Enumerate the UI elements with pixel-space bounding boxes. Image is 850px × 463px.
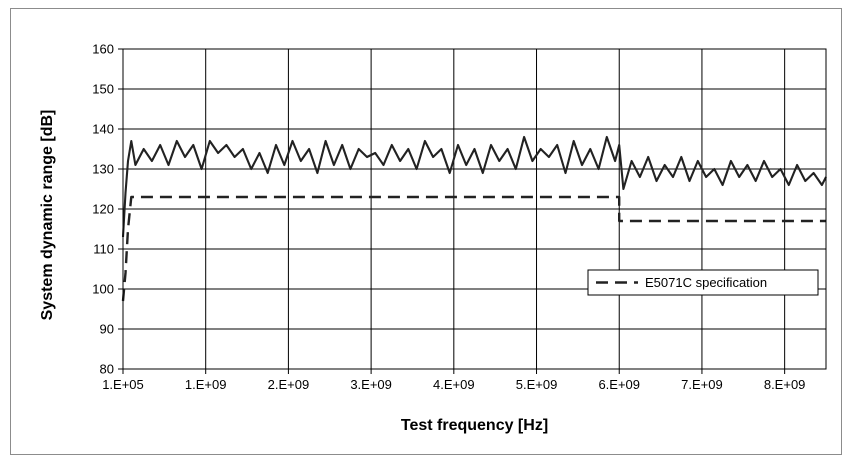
y-tick-label: 150 [92,82,114,97]
y-tick-label: 80 [100,362,114,377]
x-tick-label: 5.E+09 [516,377,558,392]
series-lines [121,135,827,302]
y-tick-label: 120 [92,202,114,217]
series-line-specification [121,195,826,302]
legend: E5071C specification [587,269,819,296]
grid-lines [123,49,826,369]
x-axis-ticks: 1.E+05 1.E+09 2.E+09 3.E+09 4.E+09 5.E+09 6.E+… [102,369,805,392]
y-tick-label: 140 [92,122,114,137]
x-tick-label: 3.E+09 [350,377,392,392]
y-tick-label: 90 [100,322,114,337]
x-tick-label: 2.E+09 [268,377,310,392]
y-tick-label: 160 [92,42,114,57]
y-axis-ticks: 80 90 100 110 120 130 140 150 160 [92,42,123,377]
x-tick-label: 8.E+09 [764,377,806,392]
y-tick-label: 110 [93,242,114,257]
chart-frame [10,8,842,455]
plot-area-border [122,48,827,370]
y-tick-label: 130 [92,162,114,177]
x-tick-label: 4.E+09 [433,377,475,392]
legend-label-spec: E5071C specification [645,275,767,290]
x-tick-label: 1.E+05 [102,377,144,392]
series-line-measured [121,135,827,238]
x-tick-label: 6.E+09 [598,377,640,392]
y-axis-title: System dynamic range [dB] [39,110,56,321]
x-tick-label: 7.E+09 [681,377,723,392]
x-tick-label: 1.E+09 [185,377,227,392]
x-axis-title: Test frequency [Hz] [401,417,548,434]
y-tick-label: 100 [92,282,114,297]
